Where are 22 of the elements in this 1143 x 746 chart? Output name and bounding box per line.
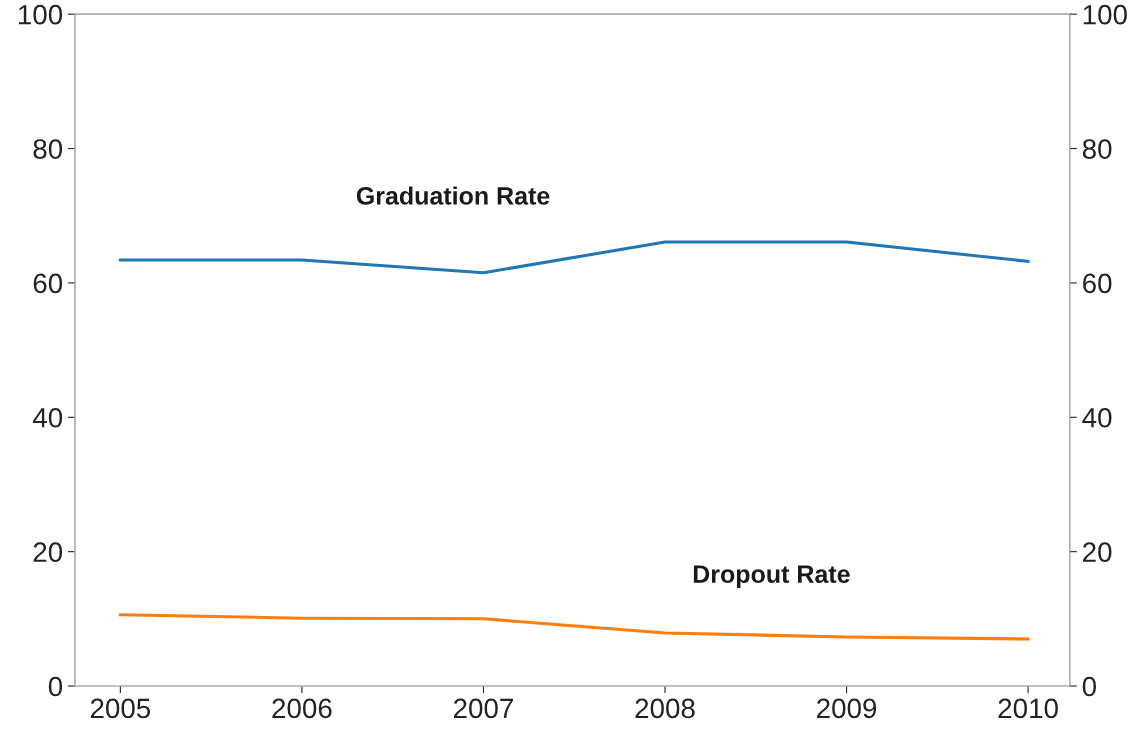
text: Graduation Rate (356, 186, 550, 205)
y2-tick-label: 0 (1082, 676, 1097, 697)
y-tick-label: 40 (32, 407, 63, 428)
x-tick-label: 2005 (90, 698, 151, 719)
y-tick-label: 80 (33, 139, 63, 159)
x-tick-label: 2008 (635, 698, 695, 719)
x-tick-label: 2009 (817, 698, 877, 719)
y2-tick-label: 60 (1083, 273, 1112, 294)
y-tick-label: 20 (33, 542, 63, 562)
x-tick-label: 2006 (272, 698, 332, 719)
y2-tick-label: 40 (1082, 407, 1112, 428)
series-label: Dropout Rate (693, 565, 850, 588)
x-tick-label: 2010 (998, 698, 1058, 719)
y2-tick-label: 100 (1083, 4, 1127, 25)
line-series (118, 240, 1030, 275)
y-tick-label: 100 (18, 4, 63, 25)
y-tick-label: 60 (33, 273, 63, 294)
y-tick-label: 0 (48, 676, 63, 697)
y2-tick-label: 80 (1082, 139, 1112, 159)
x-tick-label: 2007 (453, 698, 513, 719)
line-series (118, 613, 1030, 641)
y2-tick-label: 20 (1083, 542, 1112, 562)
